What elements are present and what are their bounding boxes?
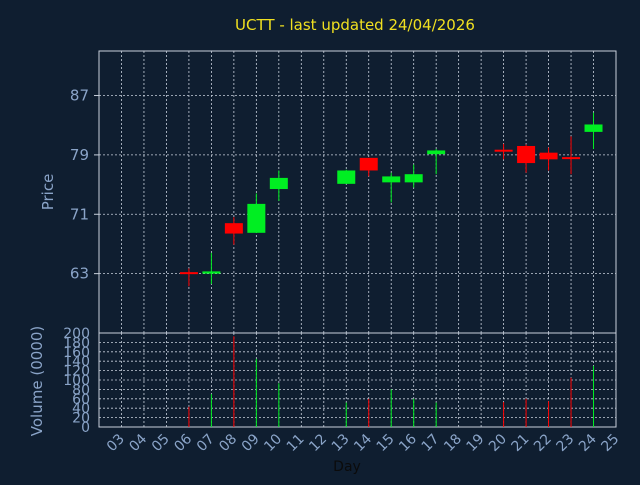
candle bbox=[269, 170, 288, 201]
candle bbox=[337, 169, 356, 184]
candle bbox=[179, 268, 198, 287]
volume-tick-label: 200 bbox=[63, 326, 90, 342]
candle-body bbox=[562, 157, 581, 160]
volume-tick-label: 100 bbox=[63, 373, 90, 389]
candle-body bbox=[539, 152, 558, 160]
price-tick-label: 63 bbox=[70, 265, 89, 283]
candle bbox=[224, 217, 243, 245]
x-axis: 0304050607080910111213141516171819202122… bbox=[104, 431, 622, 455]
candle-body bbox=[404, 174, 423, 183]
candle-body bbox=[269, 177, 288, 190]
volume-tick-label: 60 bbox=[72, 392, 90, 408]
candle-body bbox=[427, 150, 446, 155]
candle bbox=[562, 136, 581, 175]
volume-tick-label: 180 bbox=[63, 335, 90, 351]
volume-tick-label: 80 bbox=[72, 382, 90, 398]
candle bbox=[359, 157, 378, 177]
candle-body bbox=[247, 203, 266, 233]
candle bbox=[494, 143, 513, 160]
candle bbox=[427, 148, 446, 175]
candle-body bbox=[337, 170, 356, 184]
candle-body bbox=[517, 145, 536, 164]
candle-body bbox=[494, 149, 513, 152]
price-axis-label: Price bbox=[39, 174, 57, 211]
candle bbox=[517, 144, 536, 173]
candles bbox=[179, 112, 603, 287]
volume-tick-label: 40 bbox=[72, 401, 90, 417]
x-axis-label: Day bbox=[333, 459, 361, 475]
candle bbox=[404, 164, 423, 188]
candle bbox=[539, 147, 558, 171]
candle bbox=[584, 112, 603, 149]
candle-body bbox=[202, 271, 221, 274]
volume-axis-label: Volume (0000) bbox=[28, 326, 46, 436]
volume-tick-label: 0 bbox=[81, 420, 90, 436]
chart-title: UCTT - last updated 24/04/2026 bbox=[235, 16, 475, 34]
candle bbox=[382, 172, 401, 203]
candle-body bbox=[224, 223, 243, 234]
price-tick-label: 87 bbox=[70, 87, 89, 105]
price-tick-label: 71 bbox=[70, 205, 89, 223]
volume-tick-label: 160 bbox=[63, 345, 90, 361]
price-tick-label: 79 bbox=[70, 146, 89, 164]
volume-tick-label: 120 bbox=[63, 364, 90, 380]
candle-body bbox=[179, 272, 198, 275]
candle-body bbox=[359, 157, 378, 171]
candle-body bbox=[382, 176, 401, 183]
volume-panel-frame bbox=[98, 332, 617, 428]
volume-bars bbox=[188, 336, 595, 427]
volume-tick-label: 20 bbox=[72, 411, 90, 427]
candle bbox=[202, 252, 221, 285]
price-y-axis: 63 71 79 87 bbox=[70, 87, 99, 283]
candle-body bbox=[584, 124, 603, 132]
candle bbox=[247, 193, 266, 233]
volume-tick-label: 140 bbox=[63, 354, 90, 370]
